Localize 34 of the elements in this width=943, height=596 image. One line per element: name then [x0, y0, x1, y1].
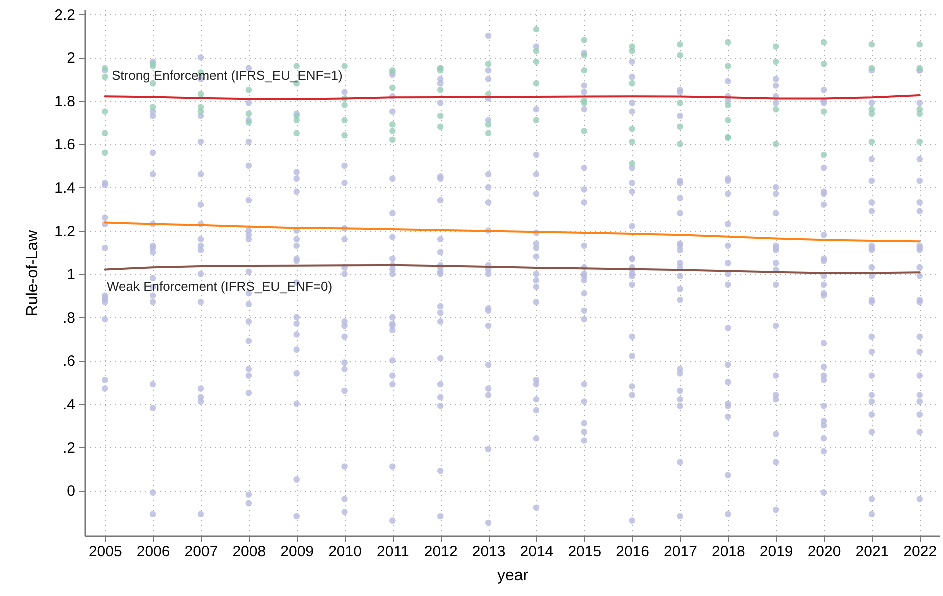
y-tick-label: 1.2 [54, 223, 76, 240]
annotation: Weak Enforcement (IFRS_EU_ENF=0) [107, 279, 333, 294]
x-tick-label: 2012 [424, 544, 458, 560]
x-tick-label: 2017 [664, 544, 698, 560]
x-axis-title: year [497, 568, 530, 584]
y-tick-label: 1.8 [54, 93, 76, 110]
y-tick-label: 1 [67, 266, 76, 284]
x-tick-label: 2018 [712, 544, 746, 560]
x-tick-label: 2015 [568, 544, 602, 560]
x-tick-label: 2010 [328, 544, 362, 560]
y-tick-label: .8 [62, 310, 76, 327]
y-tick-label: 2.2 [54, 6, 76, 24]
y-tick-label: 0 [67, 483, 76, 500]
y-tick-label: 1.4 [54, 180, 76, 197]
x-tick-label: 2007 [184, 544, 218, 560]
x-tick-label: 2008 [232, 544, 266, 560]
x-tick-label: 2013 [472, 544, 506, 560]
x-tick-label: 2016 [616, 544, 650, 560]
x-tick-label: 2006 [136, 544, 170, 560]
y-tick-label: 1.6 [54, 136, 76, 154]
x-tick-label: 2021 [856, 544, 890, 560]
y-tick-label: .6 [62, 353, 76, 370]
x-tick-label: 2009 [280, 544, 314, 560]
y-tick-label: .4 [62, 396, 76, 414]
x-tick-label: 2011 [377, 544, 410, 560]
y-tick-label: 2 [67, 50, 76, 68]
y-tick-label: .2 [62, 440, 76, 457]
x-tick-label: 2022 [904, 544, 938, 560]
x-tick-label: 2014 [520, 544, 554, 560]
y-axis-title: Rule-of-Law [24, 230, 42, 317]
x-tick-label: 2019 [760, 544, 794, 560]
annotation: Strong Enforcement (IFRS_EU_ENF=1) [112, 68, 343, 83]
x-tick-label: 2020 [808, 544, 842, 560]
x-tick-label: 2005 [88, 544, 122, 560]
